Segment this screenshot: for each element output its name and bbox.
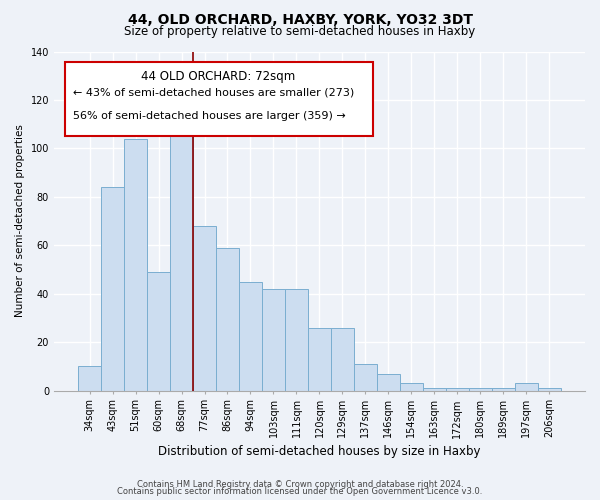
Text: Size of property relative to semi-detached houses in Haxby: Size of property relative to semi-detach… xyxy=(124,25,476,38)
Text: Contains HM Land Registry data © Crown copyright and database right 2024.: Contains HM Land Registry data © Crown c… xyxy=(137,480,463,489)
Text: 44, OLD ORCHARD, HAXBY, YORK, YO32 3DT: 44, OLD ORCHARD, HAXBY, YORK, YO32 3DT xyxy=(128,12,473,26)
Y-axis label: Number of semi-detached properties: Number of semi-detached properties xyxy=(15,124,25,318)
Bar xyxy=(331,328,354,390)
Text: ← 43% of semi-detached houses are smaller (273): ← 43% of semi-detached houses are smalle… xyxy=(73,87,354,97)
Text: Contains public sector information licensed under the Open Government Licence v3: Contains public sector information licen… xyxy=(118,487,482,496)
Bar xyxy=(101,187,124,390)
Bar xyxy=(446,388,469,390)
Bar xyxy=(170,134,193,390)
Bar xyxy=(469,388,492,390)
Bar xyxy=(193,226,216,390)
Bar xyxy=(400,384,423,390)
Bar xyxy=(308,328,331,390)
Bar xyxy=(285,289,308,390)
Text: 56% of semi-detached houses are larger (359) →: 56% of semi-detached houses are larger (… xyxy=(73,111,345,121)
Bar xyxy=(423,388,446,390)
Bar xyxy=(538,388,561,390)
Bar xyxy=(216,248,239,390)
Bar xyxy=(262,289,285,390)
FancyBboxPatch shape xyxy=(65,62,373,136)
X-axis label: Distribution of semi-detached houses by size in Haxby: Distribution of semi-detached houses by … xyxy=(158,444,481,458)
Bar xyxy=(78,366,101,390)
Text: 44 OLD ORCHARD: 72sqm: 44 OLD ORCHARD: 72sqm xyxy=(142,70,296,83)
Bar xyxy=(377,374,400,390)
Bar xyxy=(239,282,262,391)
Bar xyxy=(354,364,377,390)
Bar xyxy=(492,388,515,390)
Bar xyxy=(124,138,147,390)
Bar xyxy=(515,384,538,390)
Bar xyxy=(147,272,170,390)
